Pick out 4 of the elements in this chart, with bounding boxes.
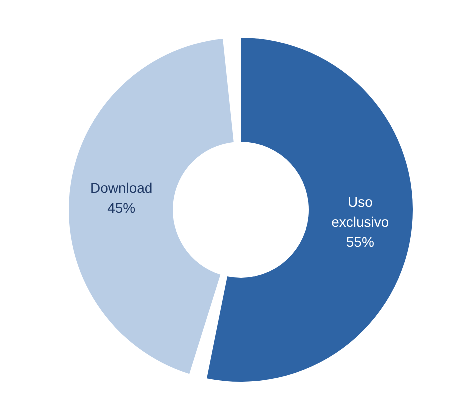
slice-label: Download — [90, 180, 153, 196]
slice-label: Uso exclusivo — [332, 194, 390, 230]
data-label: 45% — [108, 200, 136, 216]
data-label: 55% — [346, 234, 374, 250]
